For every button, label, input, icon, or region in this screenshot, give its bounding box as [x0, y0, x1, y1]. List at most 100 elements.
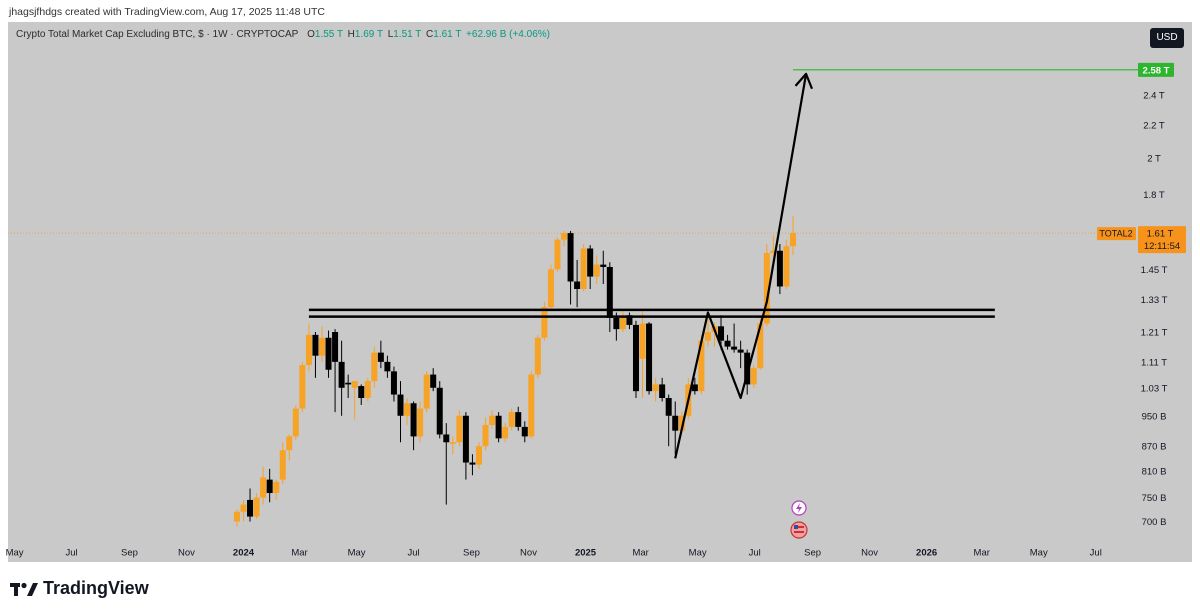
candle-body — [587, 248, 594, 277]
legend-c-label: C — [426, 29, 434, 40]
x-axis-tick-label: Nov — [861, 548, 878, 559]
y-axis-tick-label: 810 B — [1142, 466, 1167, 477]
candle-body — [626, 315, 633, 325]
candle-body — [718, 326, 725, 341]
candle-body — [240, 504, 247, 512]
candle-body — [541, 307, 548, 338]
x-axis-tick-label: Sep — [804, 548, 821, 559]
candle-body — [462, 415, 469, 463]
candle-body — [521, 426, 528, 437]
x-axis-tick-label: May — [1030, 548, 1048, 559]
x-axis-tick-label: Mar — [974, 548, 990, 559]
y-axis-tick-label: 2 T — [1147, 154, 1161, 165]
candle-body — [515, 412, 522, 427]
candle-body — [547, 269, 554, 308]
candle-body — [502, 426, 509, 439]
candle-body — [574, 281, 581, 289]
candle-body — [567, 233, 574, 282]
y-axis-tick-label: 1.45 T — [1141, 265, 1168, 276]
ticker-tag-text: TOTAL2 — [1099, 229, 1132, 239]
tradingview-logo[interactable]: TradingView — [10, 578, 149, 599]
candle-body — [371, 352, 378, 382]
x-axis-tick-label: May — [348, 548, 366, 559]
tradingview-brand: TradingView — [43, 578, 149, 598]
event-marker-us-flag-icon[interactable] — [790, 521, 808, 539]
flag-stripe — [794, 526, 804, 528]
candle-body — [691, 384, 698, 392]
y-axis-tick-label: 2.2 T — [1143, 120, 1165, 131]
candle-body — [443, 434, 450, 443]
x-axis-tick-label: Nov — [178, 548, 195, 559]
candle-body — [456, 415, 463, 443]
x-axis-tick-label: Jul — [1090, 548, 1102, 559]
candle-body — [672, 415, 679, 431]
candle-body — [397, 394, 404, 416]
candle-body — [652, 384, 659, 392]
x-axis-tick-label: 2024 — [233, 548, 255, 559]
candle-body — [286, 436, 293, 451]
candle-body — [528, 374, 535, 437]
x-axis-tick-label: May — [689, 548, 707, 559]
candle-body — [554, 239, 561, 270]
candle-body — [404, 403, 411, 416]
symbol-legend: Crypto Total Market Cap Excluding BTC, $… — [16, 29, 550, 40]
candle-body — [646, 323, 653, 392]
chart-frame[interactable]: Crypto Total Market Cap Excluding BTC, $… — [8, 22, 1192, 562]
candle-body — [600, 264, 607, 267]
projection-path — [674, 73, 808, 459]
candle-body — [561, 233, 568, 240]
candle-body — [449, 442, 456, 444]
legend-h-label: H — [347, 29, 355, 40]
current-price-text: 1.61 T — [1147, 229, 1174, 240]
candle-body — [763, 253, 770, 324]
candle-body — [606, 266, 613, 318]
candle-body — [247, 499, 254, 517]
candle-body — [299, 364, 306, 409]
candle-body — [659, 384, 666, 398]
x-axis-tick-label: 2026 — [916, 548, 937, 559]
candle-body — [430, 374, 437, 388]
x-axis-tick-label: Mar — [632, 548, 648, 559]
ticker-tag — [1097, 227, 1136, 241]
y-axis-tick-label: 1.03 T — [1141, 383, 1168, 394]
candle-body — [534, 337, 541, 375]
candle-body — [233, 511, 240, 522]
candle-body — [489, 415, 496, 425]
candle-body — [469, 462, 476, 465]
y-axis-tick-label: 1.8 T — [1143, 190, 1165, 201]
candle-body — [495, 415, 502, 439]
symbol-title: Crypto Total Market Cap Excluding BTC, $… — [16, 29, 299, 40]
x-axis-tick-label: Jul — [407, 548, 419, 559]
candle-body — [482, 424, 489, 447]
currency-button[interactable]: USD — [1150, 28, 1184, 48]
candle-body — [613, 317, 620, 330]
candle-body — [266, 479, 273, 494]
legend-o-label: O — [307, 29, 315, 40]
candle-body — [253, 497, 260, 517]
candle-body — [292, 408, 299, 437]
candle-body — [332, 331, 339, 362]
candle-body — [390, 371, 397, 395]
candle-body — [757, 323, 764, 369]
candle-body — [273, 481, 280, 494]
candle-body — [508, 412, 515, 427]
candle-body — [632, 324, 639, 392]
candle-body — [665, 398, 672, 416]
candle-body — [305, 334, 312, 365]
candle-body — [776, 250, 783, 287]
chart-credit: jhagsjfhdgs created with TradingView.com… — [9, 6, 325, 18]
legend-h-value: 1.69 T — [354, 29, 383, 40]
candle-body — [789, 233, 796, 247]
candle-body — [580, 248, 587, 289]
y-axis-tick-label: 1.11 T — [1141, 357, 1167, 368]
candle-body — [737, 349, 744, 353]
candle-body — [364, 381, 371, 398]
y-axis-tick-label: 750 B — [1142, 493, 1167, 504]
projection-arrowhead — [794, 72, 814, 90]
candle-body — [351, 381, 358, 388]
candle-body — [593, 264, 600, 277]
candle-body — [436, 387, 443, 435]
candle-body — [279, 450, 286, 480]
y-axis-tick-label: 700 B — [1142, 517, 1167, 528]
